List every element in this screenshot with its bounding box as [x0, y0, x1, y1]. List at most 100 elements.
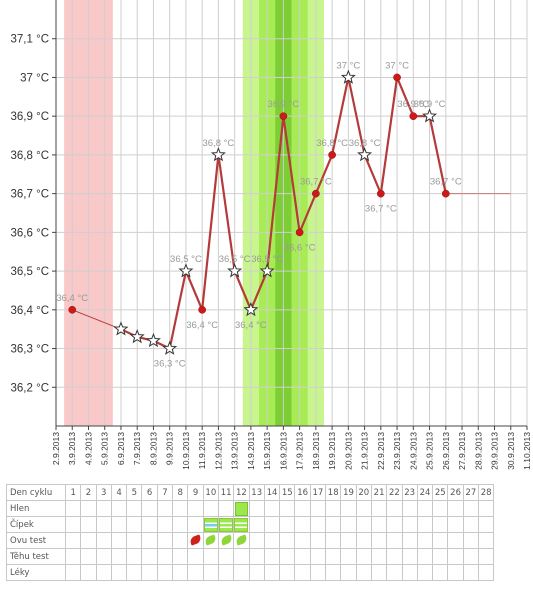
day-cell[interactable]	[126, 500, 143, 517]
day-cell[interactable]	[141, 564, 158, 581]
day-cell[interactable]	[233, 516, 250, 533]
day-cell[interactable]	[432, 532, 449, 549]
day-cell[interactable]	[325, 532, 342, 549]
day-cell[interactable]	[370, 532, 388, 549]
day-cell[interactable]	[110, 564, 128, 581]
day-cell[interactable]	[478, 532, 495, 549]
day-cell[interactable]	[462, 516, 480, 533]
day-cell[interactable]	[462, 500, 480, 517]
day-cell[interactable]	[309, 548, 327, 565]
day-cell[interactable]	[447, 564, 464, 581]
day-cell[interactable]	[156, 564, 174, 581]
day-cell[interactable]	[141, 500, 158, 517]
day-cell[interactable]	[386, 532, 403, 549]
day-cell[interactable]	[279, 532, 296, 549]
day-cell[interactable]	[172, 564, 189, 581]
day-cell[interactable]	[263, 516, 281, 533]
day-cell[interactable]	[416, 548, 434, 565]
day-cell[interactable]	[263, 500, 281, 517]
day-cell[interactable]	[156, 532, 174, 549]
day-cell[interactable]	[187, 548, 204, 565]
day-cell[interactable]	[355, 564, 372, 581]
day-cell[interactable]	[432, 564, 449, 581]
day-cell[interactable]	[432, 548, 449, 565]
day-cell[interactable]	[309, 516, 327, 533]
day-cell[interactable]	[279, 548, 296, 565]
day-cell[interactable]	[309, 564, 327, 581]
day-cell[interactable]	[294, 548, 311, 565]
day-cell[interactable]	[370, 564, 388, 581]
day-cell[interactable]	[447, 548, 464, 565]
day-cell[interactable]	[416, 500, 434, 517]
day-cell[interactable]	[416, 516, 434, 533]
day-cell[interactable]	[110, 500, 128, 517]
day-cell[interactable]	[370, 500, 388, 517]
day-cell[interactable]	[202, 564, 219, 581]
day-cell[interactable]	[355, 500, 372, 517]
day-cell[interactable]	[80, 532, 97, 549]
day-cell[interactable]	[309, 532, 327, 549]
day-cell[interactable]	[386, 548, 403, 565]
day-cell[interactable]	[95, 564, 112, 581]
day-cell[interactable]	[416, 532, 434, 549]
day-cell[interactable]	[156, 548, 174, 565]
day-cell[interactable]	[233, 564, 250, 581]
day-cell[interactable]	[478, 548, 495, 565]
day-cell[interactable]	[401, 500, 418, 517]
day-cell[interactable]	[279, 564, 296, 581]
day-cell[interactable]	[462, 532, 480, 549]
day-cell[interactable]	[263, 548, 281, 565]
day-cell[interactable]	[95, 516, 112, 533]
day-cell[interactable]	[279, 516, 296, 533]
day-cell[interactable]	[172, 500, 189, 517]
day-cell[interactable]	[462, 564, 480, 581]
day-cell[interactable]	[401, 564, 418, 581]
day-cell[interactable]	[110, 548, 128, 565]
day-cell[interactable]	[202, 548, 219, 565]
day-cell[interactable]	[401, 548, 418, 565]
day-cell[interactable]	[202, 516, 219, 533]
day-cell[interactable]	[233, 532, 250, 549]
day-cell[interactable]	[340, 564, 357, 581]
day-cell[interactable]	[370, 516, 388, 533]
day-cell[interactable]	[447, 532, 464, 549]
day-cell[interactable]	[355, 532, 372, 549]
day-cell[interactable]	[172, 532, 189, 549]
day-cell[interactable]	[248, 500, 265, 517]
day-cell[interactable]	[126, 516, 143, 533]
day-cell[interactable]	[416, 564, 434, 581]
day-cell[interactable]	[432, 500, 449, 517]
day-cell[interactable]	[202, 532, 219, 549]
day-cell[interactable]	[447, 500, 464, 517]
day-cell[interactable]	[187, 516, 204, 533]
day-cell[interactable]	[126, 532, 143, 549]
day-cell[interactable]	[294, 500, 311, 517]
day-cell[interactable]	[95, 532, 112, 549]
day-cell[interactable]	[478, 564, 495, 581]
day-cell[interactable]	[64, 564, 82, 581]
day-cell[interactable]	[248, 564, 265, 581]
day-cell[interactable]	[432, 516, 449, 533]
day-cell[interactable]	[263, 564, 281, 581]
day-cell[interactable]	[248, 548, 265, 565]
day-cell[interactable]	[217, 532, 235, 549]
day-cell[interactable]	[95, 500, 112, 517]
day-cell[interactable]	[80, 564, 97, 581]
day-cell[interactable]	[294, 516, 311, 533]
day-cell[interactable]	[126, 564, 143, 581]
day-cell[interactable]	[95, 548, 112, 565]
day-cell[interactable]	[370, 548, 388, 565]
day-cell[interactable]	[217, 516, 235, 533]
day-cell[interactable]	[386, 516, 403, 533]
day-cell[interactable]	[156, 516, 174, 533]
day-cell[interactable]	[141, 548, 158, 565]
day-cell[interactable]	[340, 548, 357, 565]
day-cell[interactable]	[279, 500, 296, 517]
day-cell[interactable]	[325, 564, 342, 581]
day-cell[interactable]	[248, 532, 265, 549]
day-cell[interactable]	[64, 516, 82, 533]
day-cell[interactable]	[355, 516, 372, 533]
day-cell[interactable]	[325, 516, 342, 533]
day-cell[interactable]	[447, 516, 464, 533]
day-cell[interactable]	[64, 500, 82, 517]
